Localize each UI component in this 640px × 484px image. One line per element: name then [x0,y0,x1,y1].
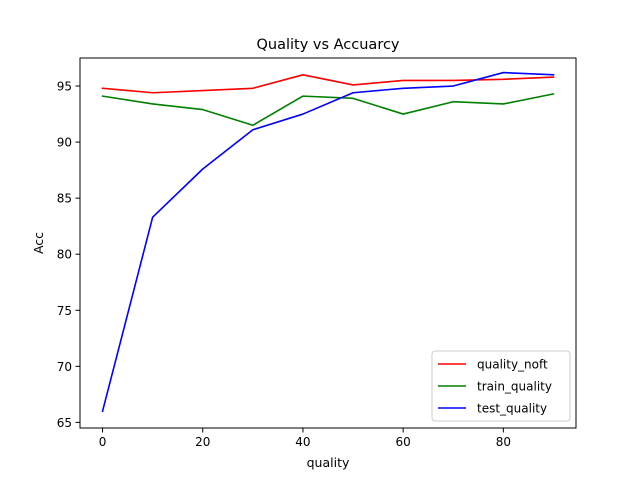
legend-label: quality_noft [477,358,548,372]
x-tick-label: 60 [396,435,411,449]
series-line-test-quality [101,71,555,413]
y-tick-label: 65 [57,416,72,430]
x-tick-label: 20 [195,435,210,449]
y-tick-label: 75 [57,304,72,318]
series-lines [101,71,555,413]
x-tick-label: 40 [295,435,310,449]
chart-title: Quality vs Accuarcy [256,37,399,53]
series-line-train-quality [101,92,555,127]
legend-label: test_quality [477,402,547,416]
x-axis-ticks: 0 20 40 60 80 [99,428,511,449]
plot-frame [79,57,577,429]
y-tick-label: 70 [57,360,72,374]
y-tick-label: 80 [57,248,72,262]
y-tick-label: 95 [57,80,72,94]
y-tick-label: 85 [57,192,72,206]
legend-label: train_quality [477,380,552,394]
legend: quality_noft train_quality test_quality [431,350,571,422]
y-axis-ticks: 65 70 75 80 85 90 95 [57,80,80,430]
x-axis-label: quality [307,455,350,470]
x-tick-label: 0 [99,435,107,449]
y-axis-label: Acc [31,232,46,254]
x-tick-label: 80 [496,435,511,449]
y-tick-label: 90 [57,136,72,150]
legend-box [431,350,571,422]
